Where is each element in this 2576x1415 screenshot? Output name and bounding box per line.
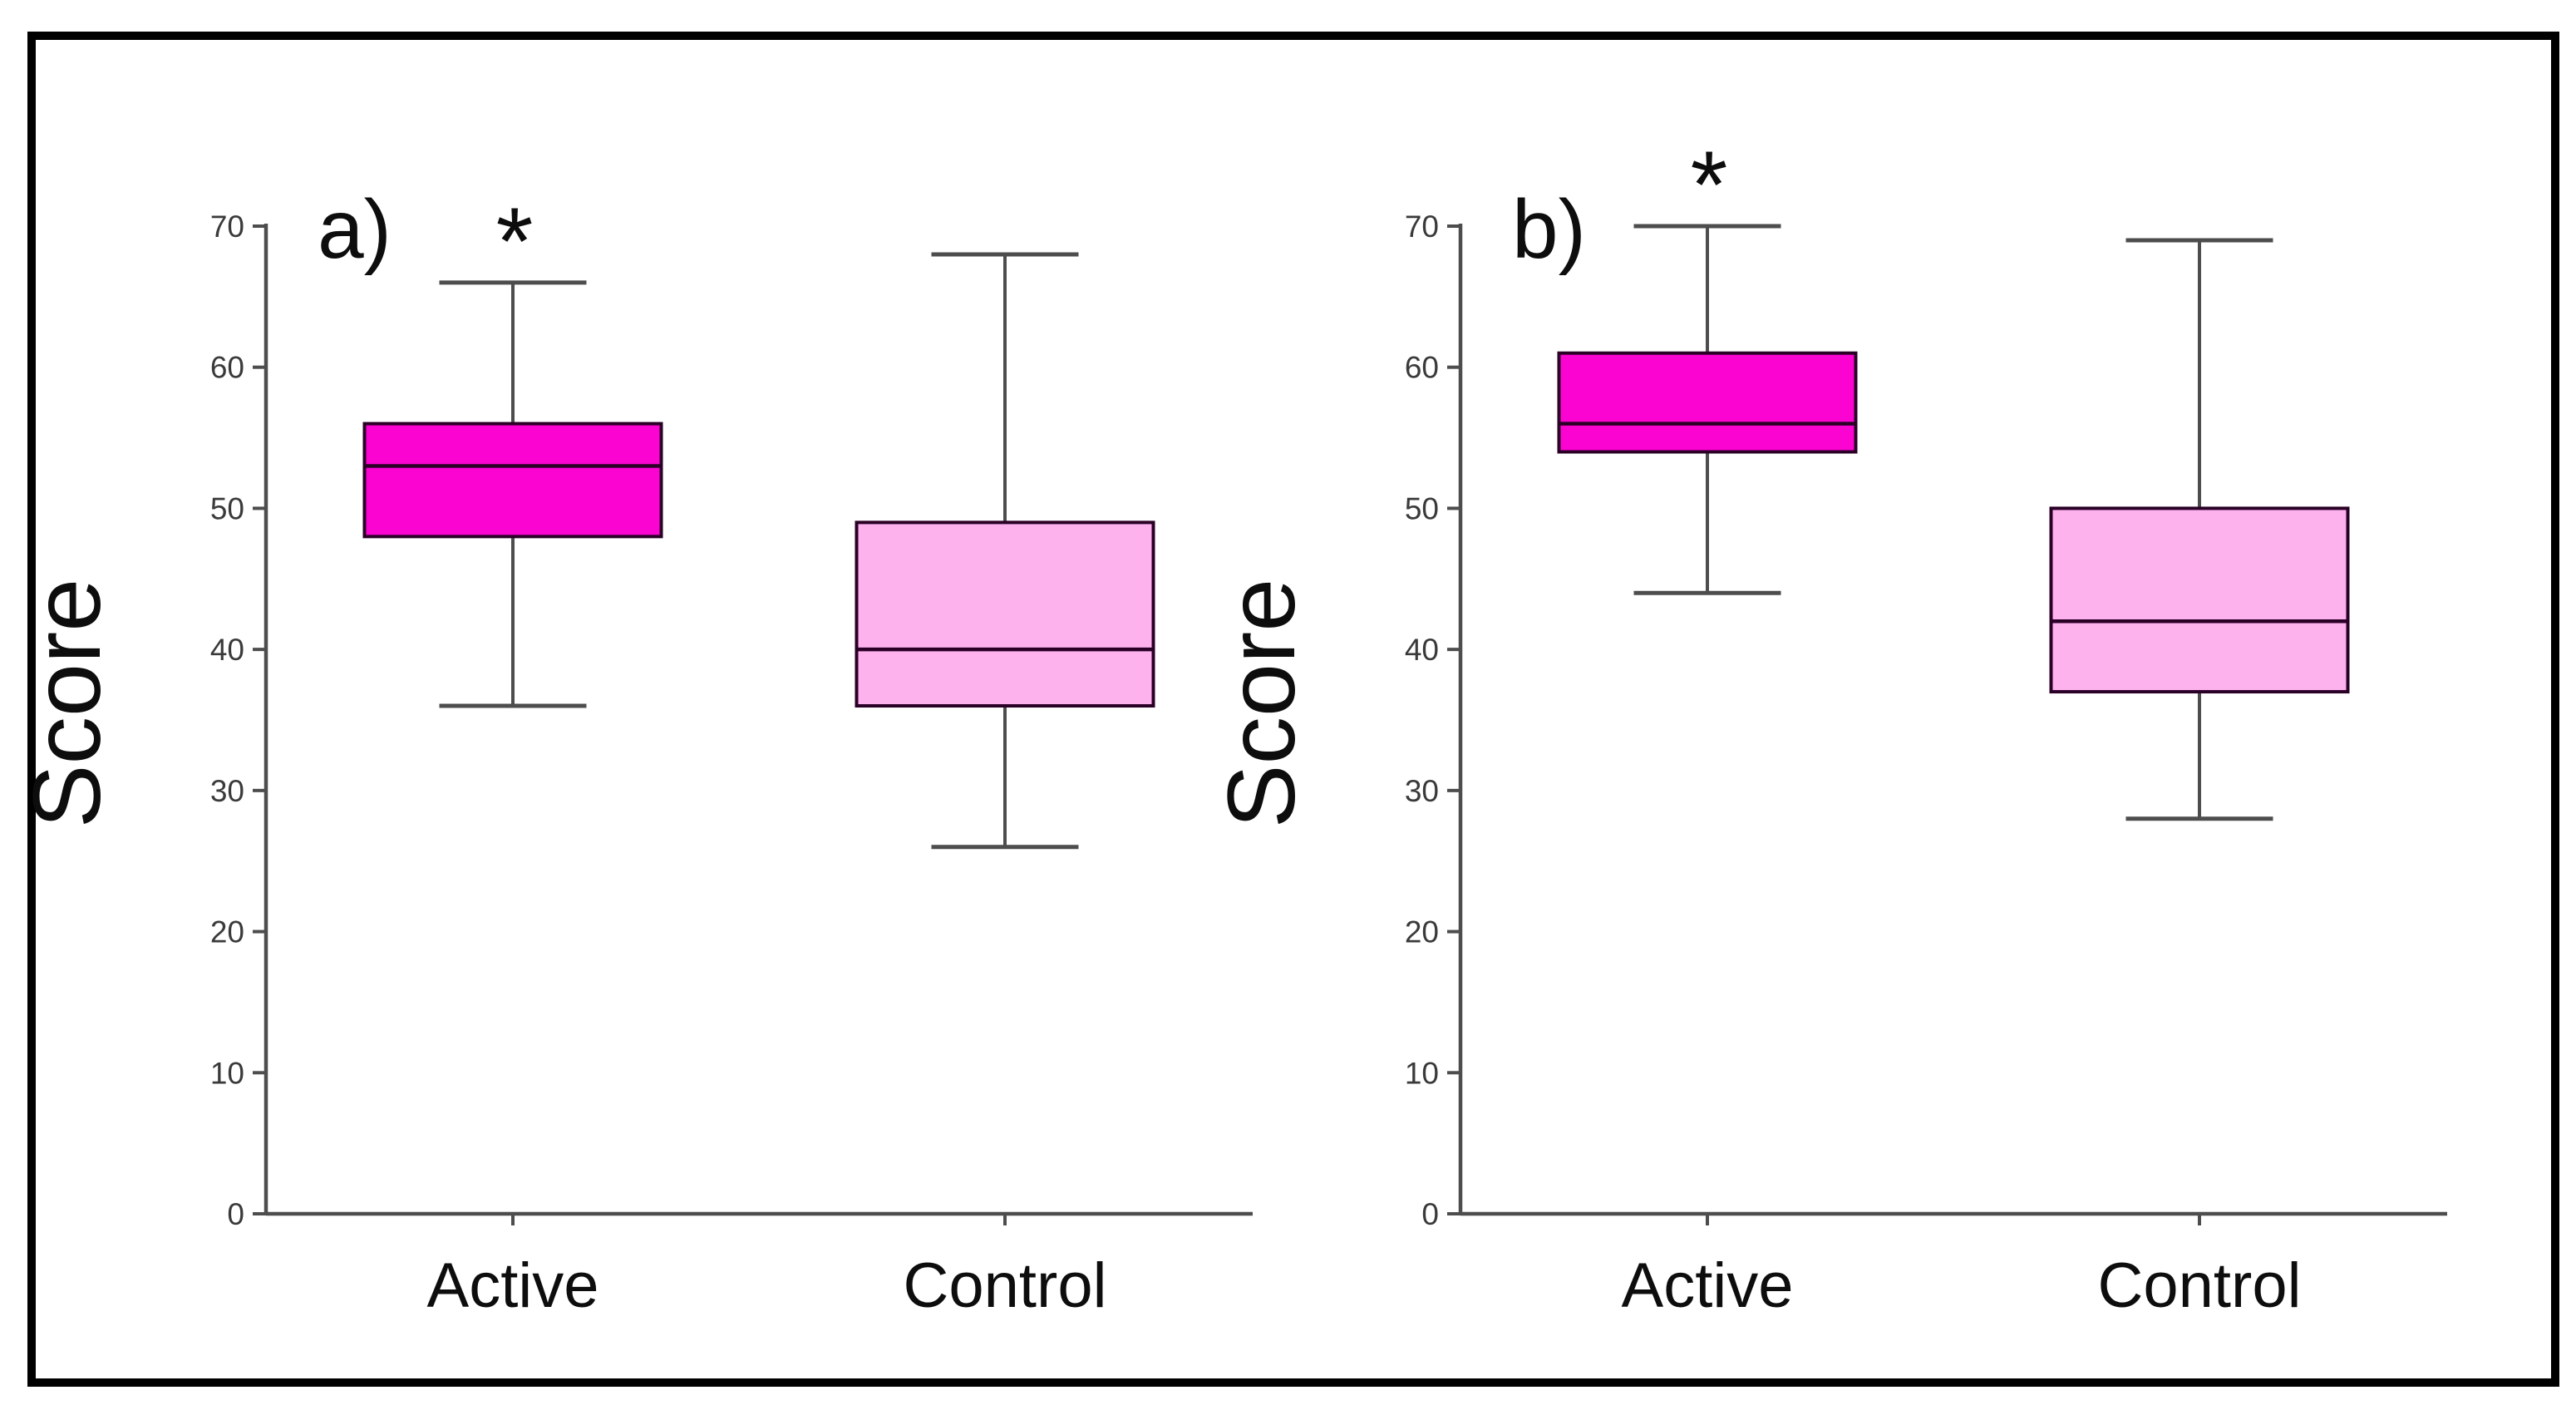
panel-a-box-group-control: Control — [855, 252, 1155, 1321]
category-label-control: Control — [2098, 1250, 2302, 1321]
panel-b-ytick-label: 40 — [1405, 633, 1439, 667]
significance-asterisk: * — [496, 189, 534, 295]
panel-b-ytick-label: 10 — [1405, 1056, 1439, 1090]
panel-b-ytick-label: 30 — [1405, 774, 1439, 808]
panel-b-letter: b) — [1512, 183, 1586, 276]
panel-b-box-group-control: Control — [2049, 238, 2350, 1321]
significance-asterisk: * — [1691, 132, 1728, 239]
iqr-box-control — [855, 520, 1155, 708]
figure-frame — [27, 32, 2559, 1387]
panel-a-ytick-label: 0 — [227, 1197, 244, 1231]
panel-b-ytick-label: 20 — [1405, 915, 1439, 949]
panel-b-ytick-label: 70 — [1405, 210, 1439, 244]
panel-a-box-group-active: Active * — [362, 189, 663, 1321]
panel-a-ytick-label: 70 — [210, 210, 244, 244]
panel-b-ytick-label: 0 — [1421, 1197, 1439, 1231]
panel-b-y-axis-title: Score — [1209, 579, 1315, 828]
panel-a-letter: a) — [318, 183, 392, 276]
iqr-box-active — [1557, 351, 1858, 454]
panel-a-y-axis-title: Score — [14, 579, 121, 828]
panel-b-ytick-label: 50 — [1405, 491, 1439, 525]
panel-a-ytick-label: 50 — [210, 491, 244, 525]
panel-b-ytick-label: 60 — [1405, 351, 1439, 385]
panel-a: 0 10 20 30 40 50 60 70 Score a) Active * Control — [14, 183, 1253, 1321]
category-label-active: Active — [1622, 1250, 1794, 1321]
category-label-control: Control — [904, 1250, 1107, 1321]
panel-b: 0 10 20 30 40 50 60 70 Score b) Active * Control — [1209, 132, 2447, 1321]
panel-b-box-group-active: Active * — [1557, 132, 1858, 1321]
panel-a-ytick-label: 30 — [210, 774, 244, 808]
iqr-box-active — [362, 422, 663, 539]
iqr-box-control — [2049, 506, 2350, 694]
panel-a-ytick-label: 60 — [210, 351, 244, 385]
panel-a-ytick-label: 20 — [210, 915, 244, 949]
category-label-active: Active — [427, 1250, 599, 1321]
panel-a-ytick-label: 40 — [210, 633, 244, 667]
panel-a-ytick-label: 10 — [210, 1056, 244, 1090]
